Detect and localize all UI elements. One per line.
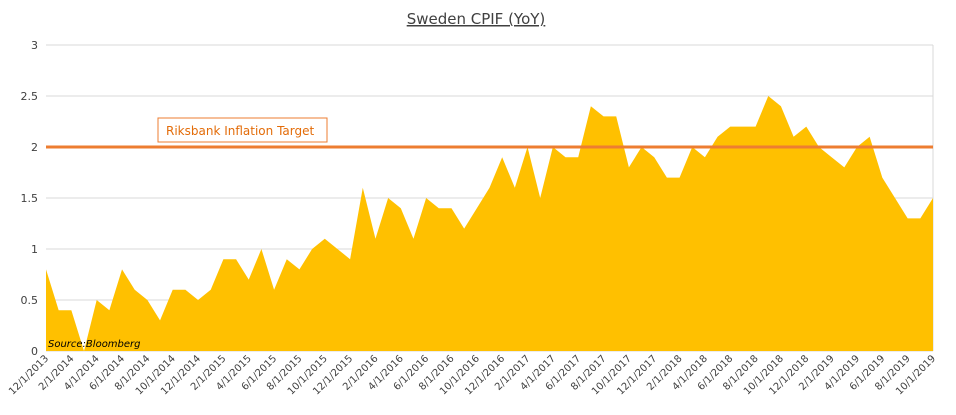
cpif-area (46, 96, 933, 351)
y-tick-label: 0 (31, 345, 38, 358)
y-axis-tick-labels: 0 0.5 1 1.5 2 2.5 3 (21, 39, 39, 358)
reference-line-label: Riksbank Inflation Target (166, 124, 314, 138)
chart-title: Sweden CPIF (YoY) (407, 10, 546, 28)
x-axis-tick-labels: 12/1/20132/1/20144/1/20146/1/20148/1/201… (7, 353, 938, 397)
y-tick-label: 1.5 (21, 192, 39, 205)
y-tick-label: 0.5 (21, 294, 39, 307)
y-tick-label: 3 (31, 39, 38, 52)
y-tick-label: 2.5 (21, 90, 39, 103)
y-tick-label: 1 (31, 243, 38, 256)
y-tick-label: 2 (31, 141, 38, 154)
annotation-group: Riksbank Inflation Target (157, 117, 328, 143)
source-note: Source:Bloomberg (48, 339, 141, 350)
reference-label-box (157, 117, 328, 143)
area-series (46, 96, 933, 351)
